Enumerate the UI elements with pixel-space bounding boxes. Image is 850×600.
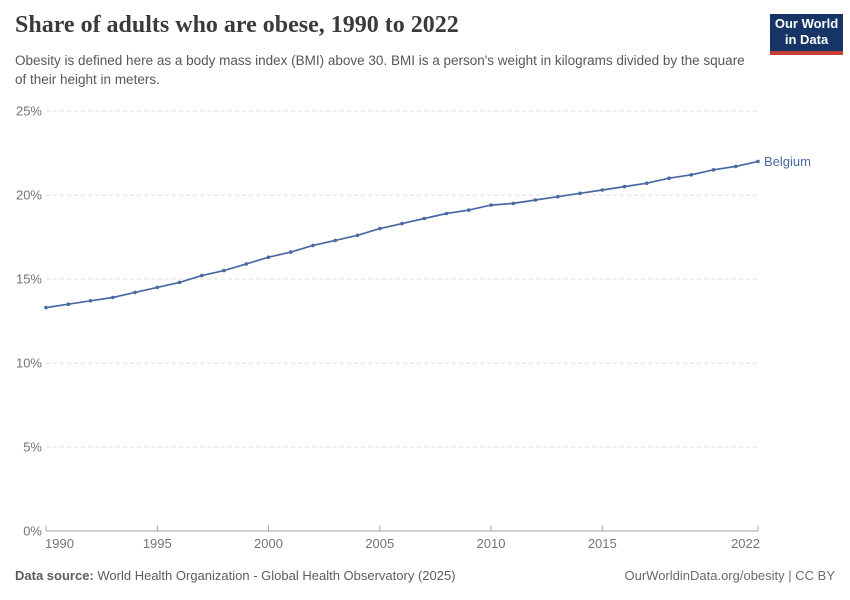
data-point	[88, 299, 93, 303]
y-axis-tick-label: 15%	[16, 272, 42, 287]
data-point	[355, 233, 360, 238]
data-point	[200, 273, 204, 278]
data-point	[400, 221, 404, 226]
data-point	[556, 194, 560, 199]
data-source: Data source: World Health Organization -…	[15, 568, 456, 583]
data-point	[378, 226, 382, 231]
x-axis-tick-label: 2022	[731, 536, 760, 551]
series-end-label: Belgium	[764, 154, 811, 169]
x-axis-tick-label: 2000	[254, 536, 283, 551]
data-point	[266, 255, 271, 259]
owid-logo-line2: in Data	[784, 31, 829, 47]
data-point	[333, 238, 338, 243]
y-axis-tick-label: 10%	[16, 356, 42, 371]
data-point	[622, 184, 627, 189]
data-point	[533, 198, 538, 202]
data-point	[66, 302, 71, 307]
data-point	[244, 262, 249, 266]
attribution-link[interactable]: OurWorldinData.org/obesity | CC BY	[624, 568, 836, 583]
x-axis-tick-label: 2005	[365, 536, 394, 551]
data-point	[289, 250, 293, 254]
data-source-value: World Health Organization - Global Healt…	[97, 568, 456, 583]
x-axis-tick-label: 1990	[45, 536, 74, 551]
data-point	[756, 159, 760, 164]
chart-subtitle: Obesity is defined here as a body mass i…	[15, 53, 745, 87]
y-axis-tick-label: 20%	[16, 188, 42, 203]
data-point	[155, 285, 160, 290]
owid-logo-line1: Our World	[774, 16, 839, 31]
data-point	[734, 164, 738, 169]
x-axis-tick-label: 2015	[588, 536, 617, 551]
series-line	[45, 160, 759, 309]
chart-title: Share of adults who are obese, 1990 to 2…	[15, 12, 459, 38]
x-axis-tick-label: 1995	[143, 536, 172, 551]
data-point	[711, 168, 716, 172]
data-point	[111, 295, 115, 300]
data-point	[489, 203, 493, 207]
y-axis-tick-label: 0%	[23, 524, 42, 539]
data-point	[444, 211, 449, 216]
data-point	[467, 208, 471, 212]
data-point	[177, 280, 182, 285]
owid-logo: Our World in Data	[770, 14, 843, 55]
y-axis-tick-label: 25%	[16, 104, 42, 119]
data-point	[422, 216, 427, 221]
data-point	[600, 188, 605, 192]
data-point	[689, 173, 694, 177]
data-source-label: Data source:	[15, 568, 94, 583]
data-point	[645, 181, 649, 185]
data-point	[311, 243, 315, 248]
data-point	[44, 305, 48, 310]
x-axis-tick-label: 2010	[477, 536, 506, 551]
data-point	[133, 290, 137, 295]
data-point	[222, 268, 226, 273]
data-point	[667, 176, 671, 180]
data-point	[578, 191, 582, 196]
chart-footer: Data source: World Health Organization -…	[15, 568, 835, 583]
y-axis-tick-label: 5%	[23, 440, 42, 455]
data-point	[511, 201, 516, 206]
